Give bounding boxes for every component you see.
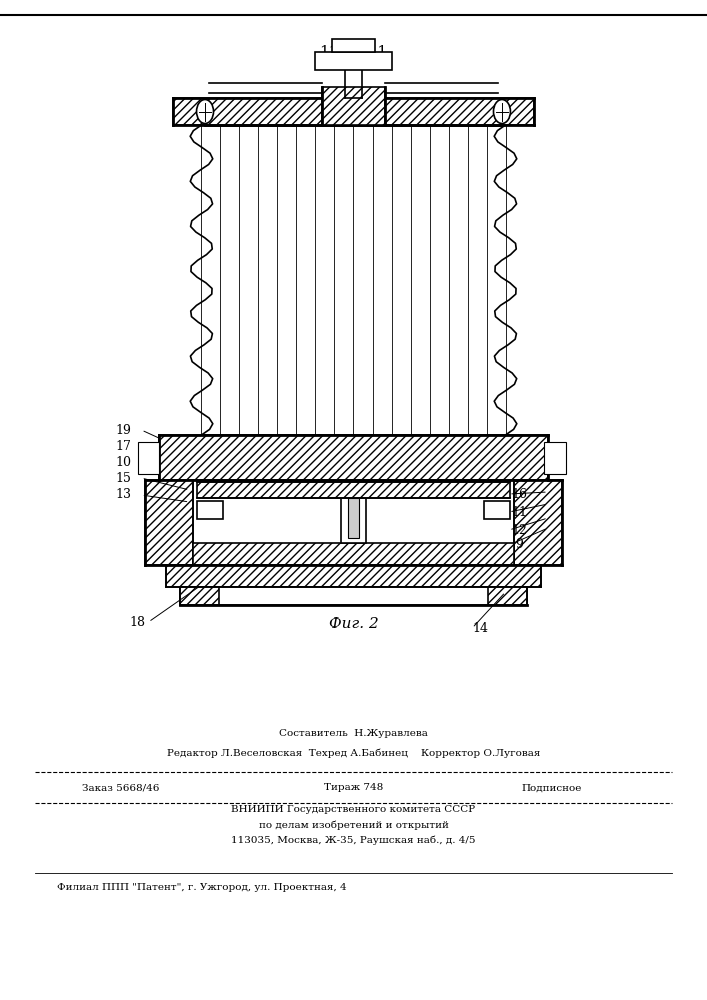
- Text: 19: 19: [116, 424, 132, 436]
- Text: 17: 17: [116, 440, 132, 452]
- Polygon shape: [138, 442, 159, 474]
- Polygon shape: [145, 480, 193, 565]
- Text: 12: 12: [512, 524, 527, 536]
- Text: Редактор Л.Веселовская  Техред А.Бабинец    Корректор О.Луговая: Редактор Л.Веселовская Техред А.Бабинец …: [167, 748, 540, 758]
- Text: 16: 16: [512, 488, 527, 500]
- Polygon shape: [332, 39, 375, 52]
- Text: 1179241: 1179241: [320, 45, 387, 59]
- Text: 20: 20: [512, 472, 527, 485]
- Polygon shape: [315, 52, 392, 70]
- Text: 18: 18: [130, 615, 146, 629]
- Text: Тираж 748: Тираж 748: [324, 784, 383, 792]
- Text: Филиал ППП "Патент", г. Ужгород, ул. Проектная, 4: Филиал ППП "Патент", г. Ужгород, ул. Про…: [57, 884, 346, 892]
- Text: Фиг. 2: Фиг. 2: [329, 617, 378, 631]
- Polygon shape: [180, 587, 527, 605]
- Polygon shape: [322, 87, 385, 125]
- Polygon shape: [341, 488, 366, 543]
- Circle shape: [197, 100, 214, 123]
- Text: 11: 11: [512, 506, 527, 518]
- Polygon shape: [201, 125, 506, 435]
- Polygon shape: [159, 435, 548, 480]
- Polygon shape: [484, 501, 510, 519]
- Text: ВНИИПИ Государственного комитета СССР: ВНИИПИ Государственного комитета СССР: [231, 806, 476, 814]
- Polygon shape: [197, 482, 510, 498]
- Text: по делам изобретений и открытий: по делам изобретений и открытий: [259, 820, 448, 830]
- Polygon shape: [180, 587, 219, 605]
- Polygon shape: [488, 587, 527, 605]
- Text: 9: 9: [515, 538, 524, 552]
- Circle shape: [493, 100, 510, 123]
- Text: Составитель  Н.Журавлева: Составитель Н.Журавлева: [279, 728, 428, 738]
- Polygon shape: [514, 480, 562, 565]
- Text: Подписное: Подписное: [521, 784, 582, 792]
- Polygon shape: [544, 442, 566, 474]
- Text: 10: 10: [116, 456, 132, 468]
- Polygon shape: [145, 480, 562, 565]
- Text: 15: 15: [116, 472, 132, 485]
- Text: 13: 13: [116, 488, 132, 502]
- Polygon shape: [348, 498, 358, 538]
- Text: 113035, Москва, Ж-35, Раушская наб., д. 4/5: 113035, Москва, Ж-35, Раушская наб., д. …: [231, 835, 476, 845]
- Polygon shape: [166, 565, 541, 587]
- Text: Заказ 5668/46: Заказ 5668/46: [81, 784, 159, 792]
- Polygon shape: [197, 501, 223, 519]
- Polygon shape: [173, 98, 534, 125]
- Polygon shape: [193, 543, 514, 565]
- Text: 14: 14: [473, 621, 489, 635]
